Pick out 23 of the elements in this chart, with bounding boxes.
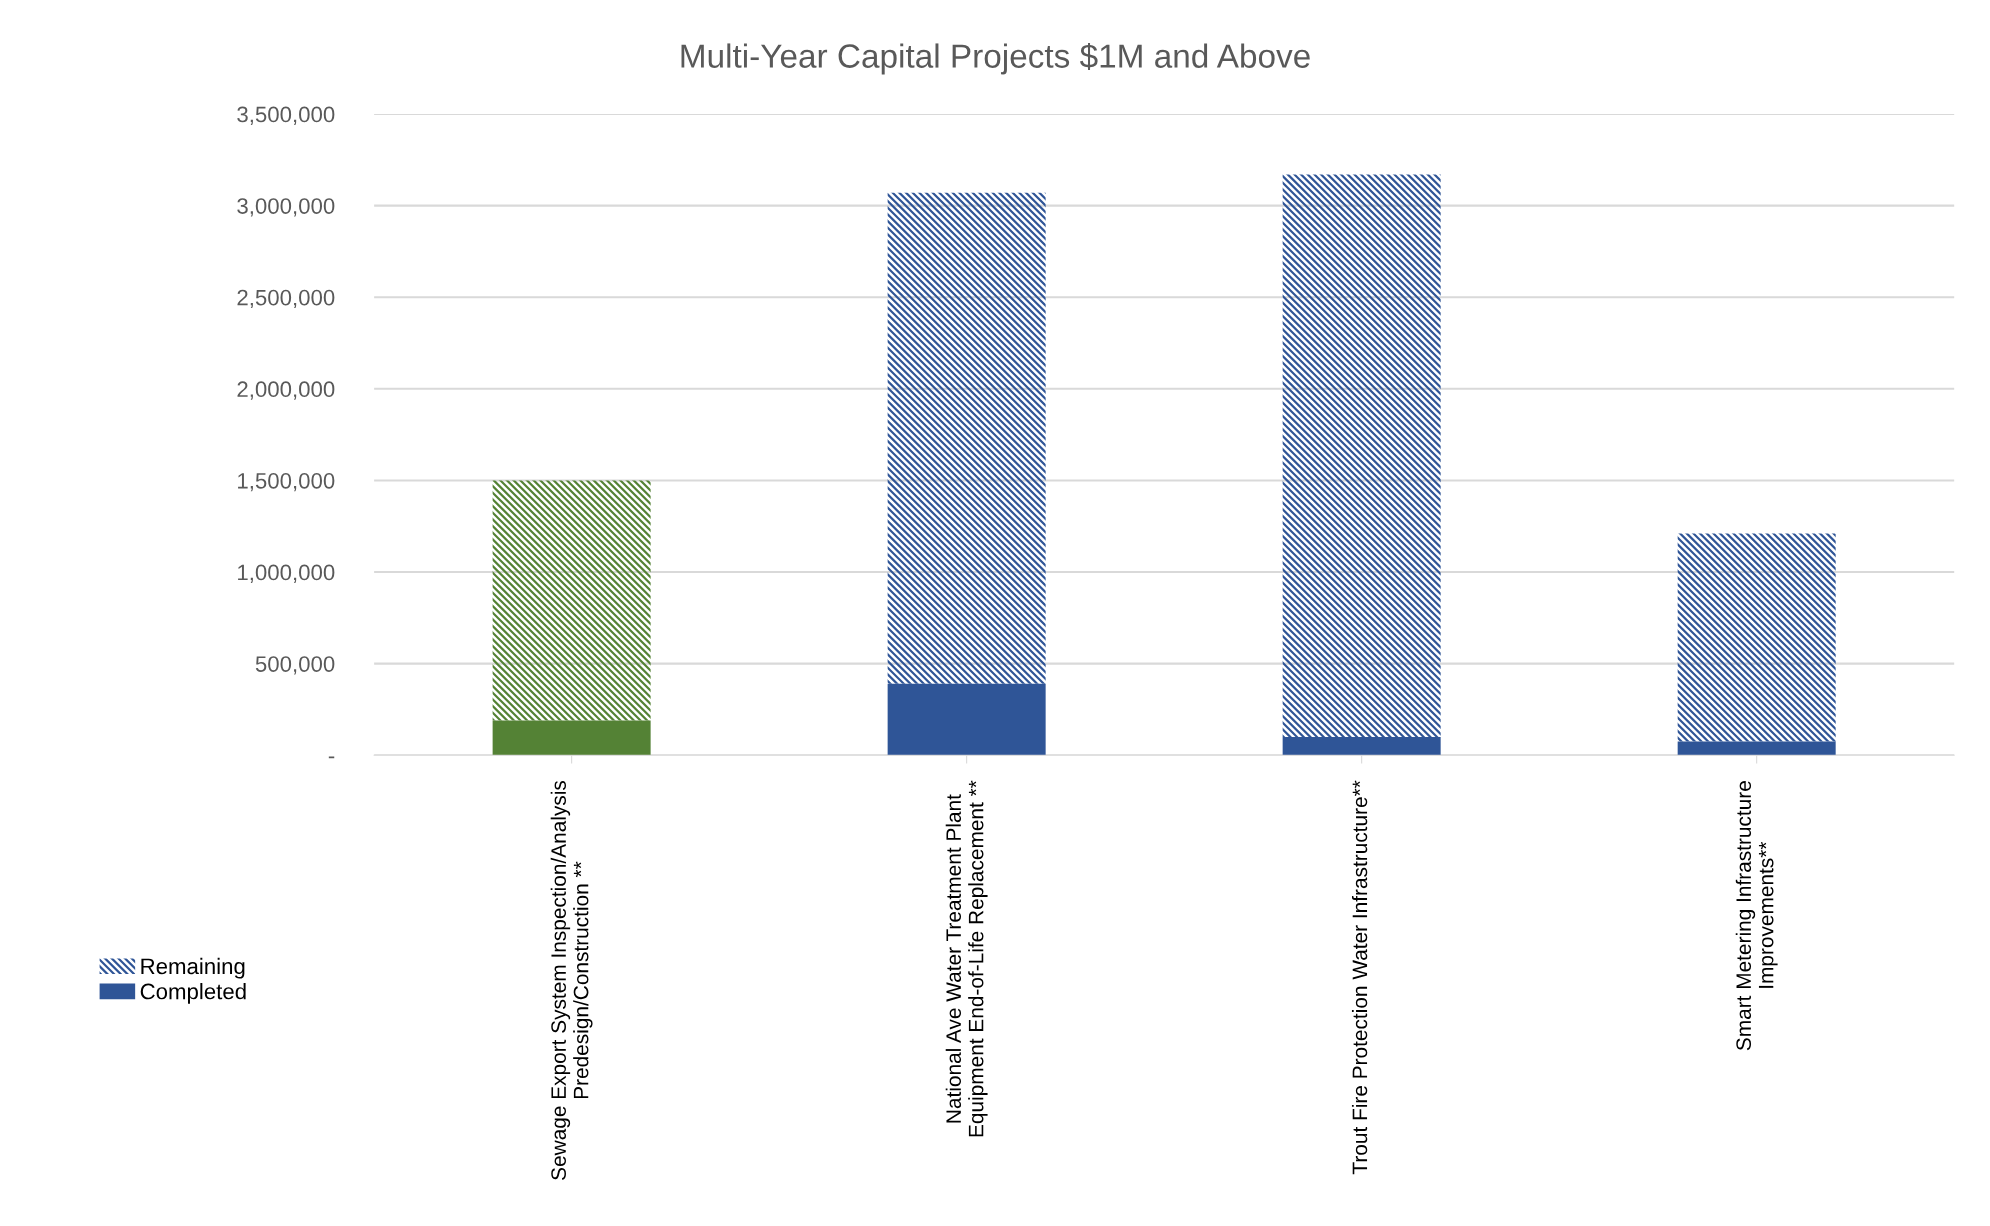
bar — [887, 683, 1046, 756]
bar — [1677, 533, 1836, 742]
y-tick-label: - — [328, 756, 335, 759]
bar — [1282, 174, 1441, 737]
bar — [887, 192, 1046, 684]
y-tick-label: 3,000,000 — [237, 198, 335, 217]
bar — [492, 720, 651, 756]
legend-label: Completed — [140, 983, 246, 1004]
y-tick-label: 1,000,000 — [238, 564, 335, 583]
x-tick-label: National Ave Water Treatment Plant Equipment End-of-Life Replacement ** — [945, 780, 988, 1137]
bar — [1677, 741, 1836, 756]
chart-title: Multi-Year Capital Projects $1M and Above — [681, 42, 1310, 75]
x-tick-label: Trout Fire Protection Water Infrastructure** — [1351, 780, 1368, 1175]
y-tick-label: 500,000 — [255, 656, 335, 675]
y-tick-label: 2,500,000 — [237, 289, 335, 309]
y-tick-label: 2,000,000 — [237, 381, 335, 400]
x-tick-label: Sewage Export System Inspection/Analysis Predesign/Construction ** — [550, 780, 593, 1180]
y-tick-label: 3,500,000 — [237, 106, 335, 125]
bar — [1282, 736, 1441, 756]
y-tick-label: 1,500,000 — [238, 472, 335, 492]
x-tick-label: Smart Metering Infrastructure Improvements** — [1735, 781, 1778, 1051]
legend-label: Remaining — [141, 957, 245, 979]
bar — [492, 480, 651, 721]
